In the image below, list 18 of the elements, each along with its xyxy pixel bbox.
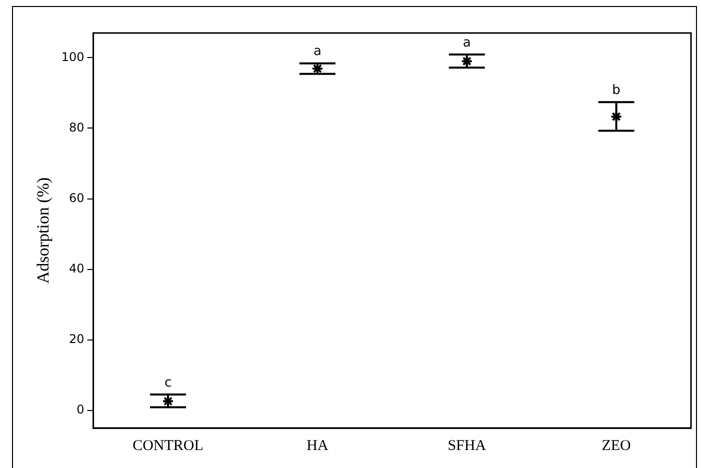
point xyxy=(460,55,473,68)
annotation: c xyxy=(164,375,172,390)
y-tick-label: 40 xyxy=(69,261,84,276)
y-axis-title: Adsorption (%) xyxy=(34,177,53,284)
x-tick-label: SFHA xyxy=(448,438,486,454)
x-tick-label: ZEO xyxy=(602,438,632,454)
annotation: a xyxy=(313,44,322,60)
y-tick-label: 60 xyxy=(69,190,84,205)
y-tick-label: 0 xyxy=(76,402,84,416)
point xyxy=(610,110,622,123)
y-tick-label: 100 xyxy=(61,50,84,64)
x-tick-label: CONTROL xyxy=(132,438,204,454)
x-tick-label: HA xyxy=(306,438,328,454)
y-tick-label: 80 xyxy=(69,120,84,134)
point xyxy=(162,395,174,408)
y-tick-label: 20 xyxy=(69,332,84,346)
annotation: a xyxy=(462,35,471,50)
annotation: b xyxy=(612,83,620,98)
